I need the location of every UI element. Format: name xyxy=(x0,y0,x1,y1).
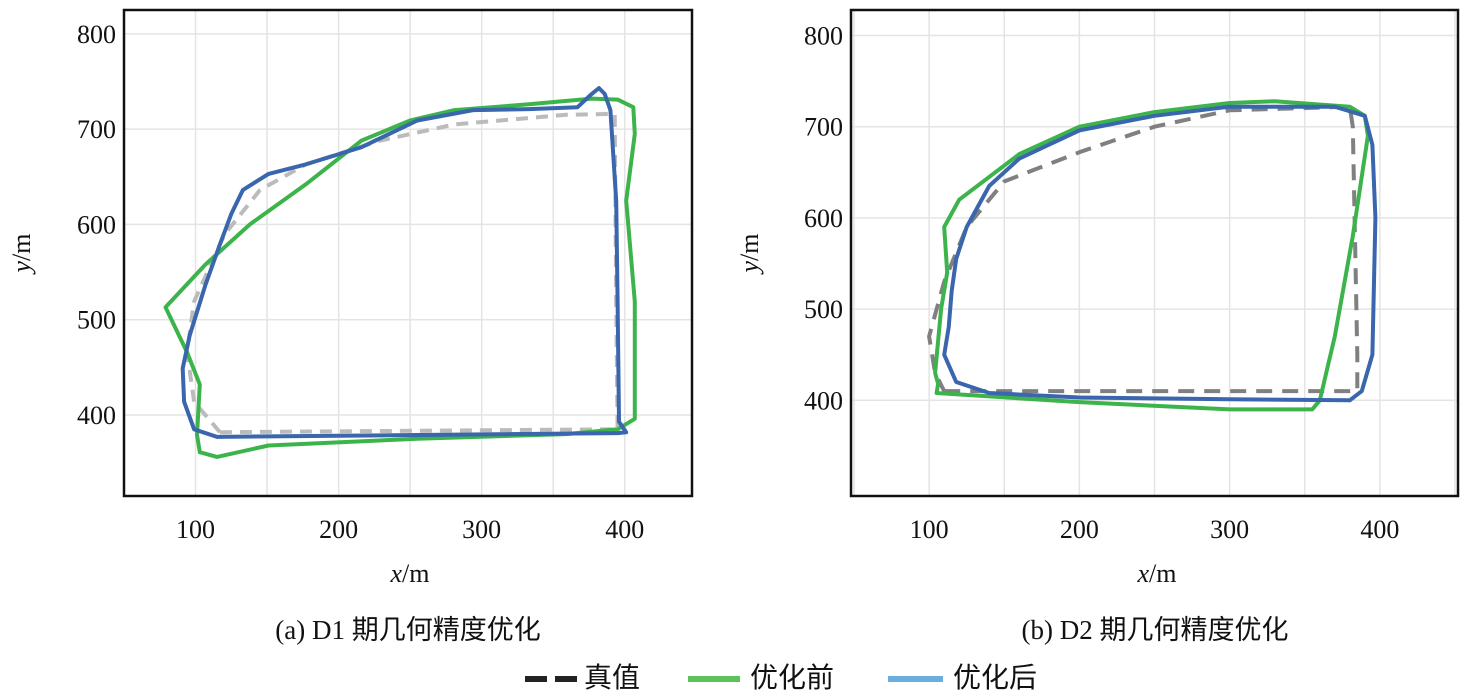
legend-swatch-truth xyxy=(525,676,577,682)
y-tick-label: 700 xyxy=(77,115,116,144)
series-before xyxy=(163,96,637,459)
legend-label-after: 优化后 xyxy=(953,661,1038,694)
y-tick-label: 500 xyxy=(77,306,116,335)
x-tick-label: 100 xyxy=(910,515,949,544)
x-tick-label: 300 xyxy=(462,515,501,544)
y-axis-label: y/m xyxy=(7,234,36,276)
x-tick-label: 100 xyxy=(176,515,215,544)
series-after xyxy=(942,104,1378,403)
series-before xyxy=(933,99,1370,412)
x-tick-label: 300 xyxy=(1210,515,1249,544)
y-tick-label: 400 xyxy=(77,401,116,430)
y-tick-label: 800 xyxy=(77,20,116,49)
legend-swatch-after xyxy=(888,676,943,682)
series-after xyxy=(180,86,629,439)
x-axis-label: x/m xyxy=(390,559,430,588)
y-tick-label: 400 xyxy=(804,386,843,415)
y-tick-label: 700 xyxy=(804,113,843,142)
caption-a: (a) D1 期几何精度优化 xyxy=(275,615,541,645)
x-tick-label: 200 xyxy=(1060,515,1099,544)
plot-frame xyxy=(122,8,694,498)
x-tick-label: 400 xyxy=(1360,515,1399,544)
caption-b: (b) D2 期几何精度优化 xyxy=(1021,615,1289,645)
legend-swatch-before xyxy=(688,676,740,682)
x-tick-label: 400 xyxy=(605,515,644,544)
x-axis-label: x/m xyxy=(1137,559,1177,588)
series-truth xyxy=(927,104,1360,394)
y-tick-label: 600 xyxy=(804,204,843,233)
legend-label-truth: 真值 xyxy=(584,661,641,694)
y-tick-label: 600 xyxy=(77,210,116,239)
y-tick-label: 800 xyxy=(804,22,843,51)
y-axis-label: y/m xyxy=(735,234,764,276)
panel-a: 100 200 300 400 400 500 600 700 800 x/m y/m xyxy=(7,8,694,588)
y-tick-label: 500 xyxy=(804,295,843,324)
plot-frame xyxy=(849,8,1460,498)
x-tick-label: 200 xyxy=(319,515,358,544)
panel-b: 100 200 300 400 400 500 600 700 800 x/m y/m xyxy=(735,8,1460,588)
legend-label-before: 优化前 xyxy=(750,661,835,694)
